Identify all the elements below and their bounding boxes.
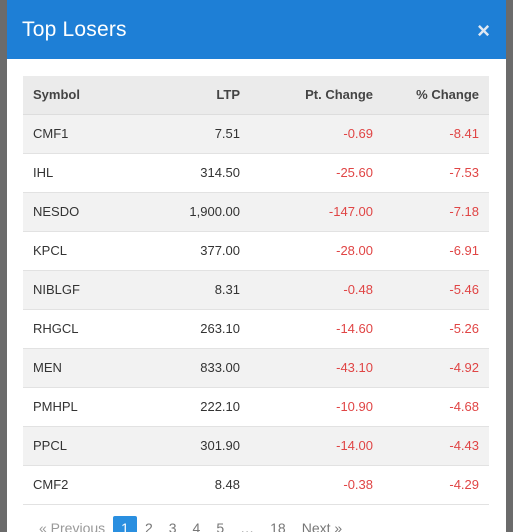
pagination: « Previous 1 2 3 4 5 … 18 Next » [31, 515, 490, 532]
table-row[interactable]: PMHPL 222.10 -10.90 -4.68 [23, 387, 489, 427]
cell-symbol: CMF2 [23, 465, 143, 505]
cell-pt-change: -0.38 [250, 465, 383, 505]
page-link-5[interactable]: 5 [216, 519, 225, 532]
table-row[interactable]: CMF1 7.51 -0.69 -8.41 [23, 114, 489, 154]
table-header-row: Symbol LTP Pt. Change % Change [23, 76, 489, 115]
cell-ltp: 301.90 [143, 426, 250, 466]
cell-pct-change: -4.92 [383, 348, 489, 388]
modal-body: Symbol LTP Pt. Change % Change CMF1 7.51-… [7, 59, 506, 532]
page-link-3[interactable]: 3 [168, 519, 177, 532]
table-row[interactable]: MEN 833.00 -43.10 -4.92 [23, 348, 489, 388]
cell-symbol: PPCL [23, 426, 143, 466]
cell-ltp: 8.31 [143, 270, 250, 310]
table-row[interactable]: RHGCL 263.10 -14.60 -5.26 [23, 309, 489, 349]
table-row[interactable]: PPCL 301.90 -14.00 -4.43 [23, 426, 489, 466]
modal-header: Top Losers × [7, 0, 506, 59]
cell-symbol: NIBLGF [23, 270, 143, 310]
cell-symbol: IHL [23, 153, 143, 193]
page-link-1[interactable]: 1 [113, 515, 137, 532]
cell-pt-change: -0.48 [250, 270, 383, 310]
cell-pct-change: -4.29 [383, 465, 489, 505]
cell-ltp: 263.10 [143, 309, 250, 349]
cell-pct-change: -5.46 [383, 270, 489, 310]
cell-pt-change: -0.69 [250, 114, 383, 154]
cell-pt-change: -10.90 [250, 387, 383, 427]
column-header-pt-change[interactable]: Pt. Change [250, 76, 383, 115]
cell-pt-change: -14.60 [250, 309, 383, 349]
cell-pt-change: -14.00 [250, 426, 383, 466]
cell-symbol: CMF1 [23, 114, 143, 154]
previous-page-link[interactable]: « Previous [39, 519, 106, 532]
page-link-18[interactable]: 18 [270, 519, 286, 532]
cell-pct-change: -4.68 [383, 387, 489, 427]
cell-symbol: KPCL [23, 231, 143, 271]
cell-ltp: 222.10 [143, 387, 250, 427]
page-link-2[interactable]: 2 [144, 519, 153, 532]
cell-pct-change: -6.91 [383, 231, 489, 271]
cell-pt-change: -43.10 [250, 348, 383, 388]
table-row[interactable]: NIBLGF 8.31 -0.48 -5.46 [23, 270, 489, 310]
page-link-4[interactable]: 4 [192, 519, 201, 532]
cell-symbol: MEN [23, 348, 143, 388]
cell-symbol: RHGCL [23, 309, 143, 349]
cell-pt-change: -28.00 [250, 231, 383, 271]
cell-ltp: 8.48 [143, 465, 250, 505]
cell-ltp: 833.00 [143, 348, 250, 388]
column-header-ltp[interactable]: LTP [143, 76, 250, 115]
cell-ltp: 7.51 [143, 114, 250, 154]
cell-pct-change: -5.26 [383, 309, 489, 349]
cell-symbol: PMHPL [23, 387, 143, 427]
table-body: CMF1 7.51 -0.69 -8.41 IHL 314.50 -25.60 -7.53 NE… [23, 114, 489, 505]
table-row[interactable]: NESDO 1,900.00 -147.00 -7.18 [23, 192, 489, 232]
table-row[interactable]: IHL 314.50 -25.60 -7.53 [23, 153, 489, 193]
close-icon[interactable]: × [477, 17, 490, 43]
next-page-link[interactable]: Next » [301, 519, 343, 532]
modal-title: Top Losers [22, 17, 127, 41]
column-header-symbol[interactable]: Symbol [23, 76, 143, 115]
cell-pct-change: -8.41 [383, 114, 489, 154]
cell-ltp: 314.50 [143, 153, 250, 193]
cell-pct-change: -4.43 [383, 426, 489, 466]
table-row[interactable]: CMF2 8.48 -0.38 -4.29 [23, 465, 489, 505]
table-row[interactable]: KPCL 377.00 -28.00 -6.91 [23, 231, 489, 271]
cell-symbol: NESDO [23, 192, 143, 232]
column-header-pct-change[interactable]: % Change [383, 76, 489, 115]
cell-ltp: 377.00 [143, 231, 250, 271]
cell-ltp: 1,900.00 [143, 192, 250, 232]
pagination-ellipsis[interactable]: … [240, 519, 255, 532]
losers-table: Symbol LTP Pt. Change % Change CMF1 7.51-… [23, 76, 489, 505]
cell-pct-change: -7.18 [383, 192, 489, 232]
cell-pt-change: -25.60 [250, 153, 383, 193]
top-losers-modal: Top Losers × Symbol LTP Pt. Change % Cha… [7, 0, 506, 532]
cell-pct-change: -7.53 [383, 153, 489, 193]
cell-pt-change: -147.00 [250, 192, 383, 232]
